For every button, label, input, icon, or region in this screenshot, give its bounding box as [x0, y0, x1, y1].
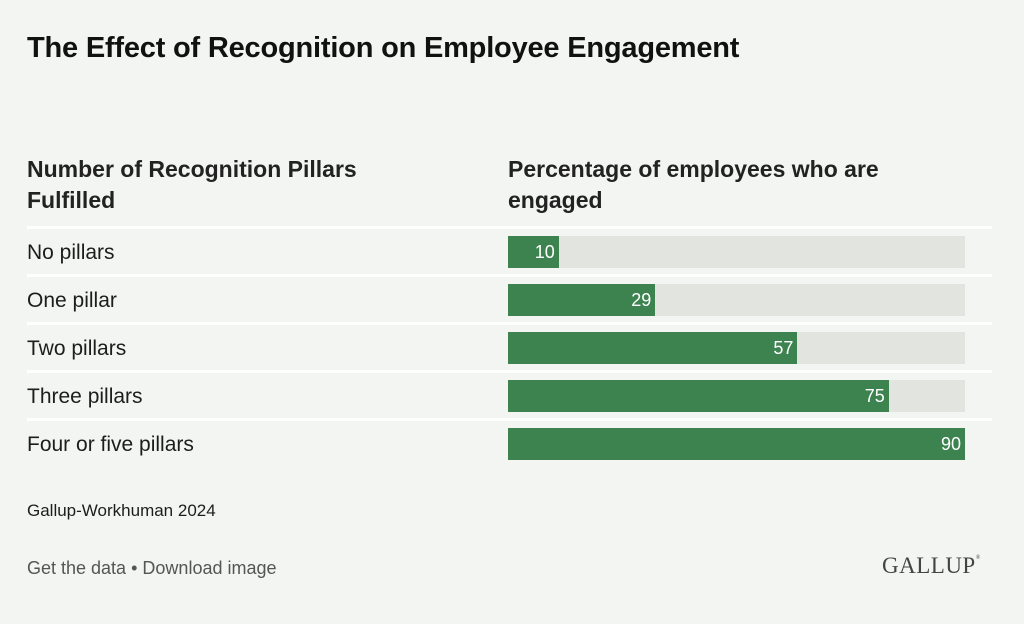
bar-track: 29 — [508, 284, 965, 316]
row-divider — [27, 370, 992, 373]
bar-value-label: 75 — [864, 386, 885, 406]
row-divider — [27, 226, 992, 229]
row-divider — [27, 322, 992, 325]
bar-track: 10 — [508, 236, 965, 268]
bar: 90 — [508, 428, 965, 460]
bar-track: 57 — [508, 332, 965, 364]
row-divider — [27, 274, 992, 277]
bar-track: 75 — [508, 380, 965, 412]
row-divider — [27, 418, 992, 421]
bar-value-label: 29 — [631, 290, 652, 310]
category-label: Two pillars — [27, 337, 127, 360]
category-label: One pillar — [27, 289, 117, 312]
bar: 75 — [508, 380, 889, 412]
source-note: Gallup-Workhuman 2024 — [27, 501, 216, 520]
bar: 57 — [508, 332, 798, 364]
bar-value-label: 57 — [773, 338, 794, 358]
link-separator: • — [131, 558, 138, 578]
gallup-logo-text: GALLUP — [882, 553, 976, 578]
bar: 10 — [508, 236, 559, 268]
download-image-link[interactable]: Download image — [142, 558, 277, 578]
category-label: Four or five pillars — [27, 433, 194, 456]
chart-title: The Effect of Recognition on Employee En… — [27, 32, 740, 64]
value-column-header: Percentage of employees who are engaged — [508, 156, 879, 213]
category-label: No pillars — [27, 241, 115, 264]
bar: 29 — [508, 284, 656, 316]
get-the-data-link[interactable]: Get the data — [27, 558, 127, 578]
bar-value-label: 90 — [940, 434, 961, 454]
bar-value-label: 10 — [534, 242, 555, 262]
gallup-logo: GALLUP® — [882, 553, 981, 579]
category-label: Three pillars — [27, 385, 143, 408]
category-column-header: Number of Recognition Pillars Fulfilled — [27, 156, 357, 213]
footer-links: Get the data • Download image — [27, 558, 277, 579]
bar-track: 90 — [508, 428, 965, 460]
registered-mark: ® — [975, 555, 981, 561]
